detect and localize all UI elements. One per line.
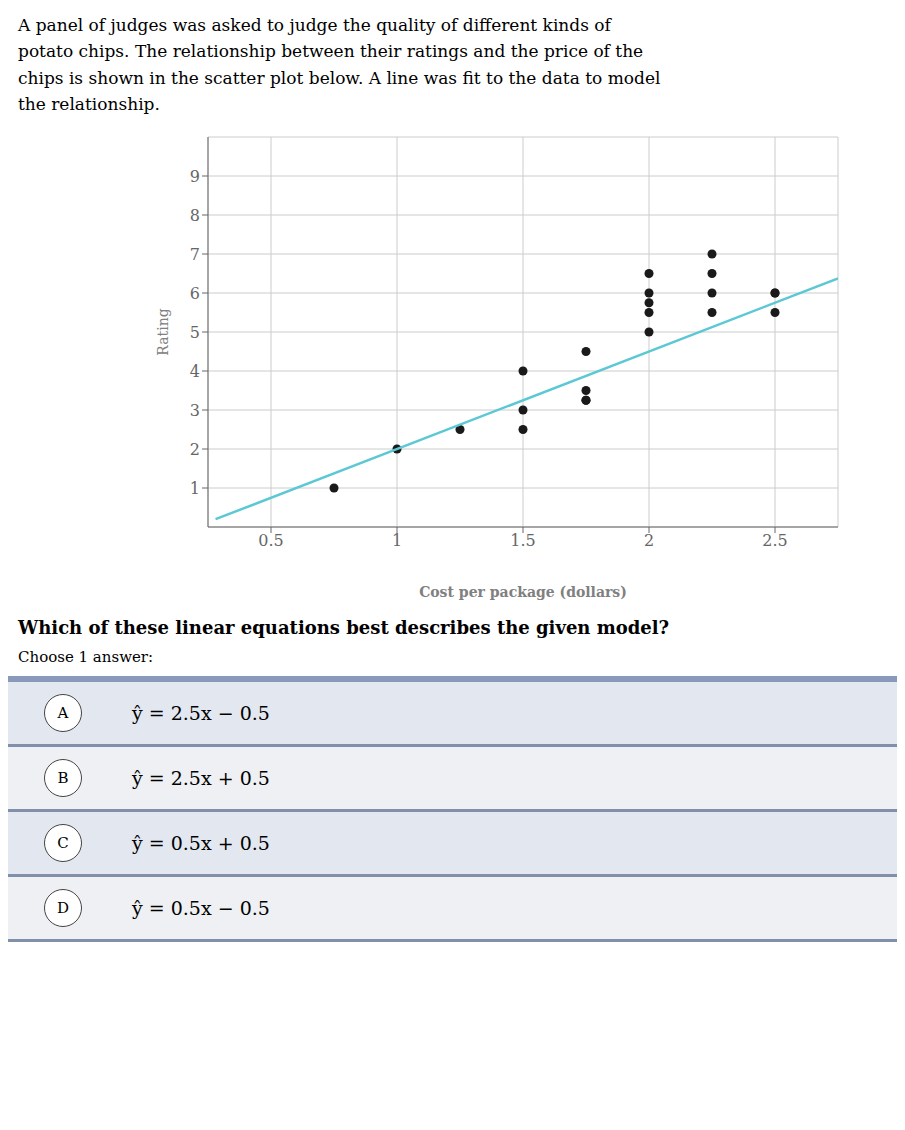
html-text:ŷ = 0.5x + 0.5: ŷ = 0.5x + 0.5: [132, 832, 270, 855]
html-text:ŷ = 2.5x − 0.5: ŷ = 2.5x − 0.5: [132, 702, 270, 725]
html-text:C: C: [57, 834, 69, 853]
svg-text:6: 6: [190, 284, 200, 303]
svg-text:2: 2: [644, 532, 654, 551]
html-text:A: A: [57, 704, 69, 723]
svg-text:9: 9: [190, 167, 200, 186]
svg-text:4: 4: [190, 362, 200, 381]
svg-text:3: 3: [190, 401, 200, 420]
html-text:A panel of judges was asked to: A panel of judges was asked to judge the…: [18, 15, 661, 114]
html-text:ŷ = 0.5x − 0.5: ŷ = 0.5x − 0.5: [132, 897, 270, 920]
html-text:Choose 1 answer:: Choose 1 answer:: [18, 648, 154, 667]
svg-text:8: 8: [190, 206, 200, 225]
svg-text:5: 5: [190, 323, 200, 342]
svg-text:2: 2: [190, 440, 200, 459]
svg-text:1: 1: [392, 532, 402, 551]
svg-text:1: 1: [190, 479, 200, 498]
html-text:D: D: [57, 899, 69, 918]
svg-text:Cost per package (dollars): Cost per package (dollars): [419, 584, 627, 600]
svg-text:Rating: Rating: [155, 309, 171, 356]
html-text:Which of these linear equation: Which of these linear equations best des…: [18, 617, 670, 639]
html-text:ŷ = 2.5x + 0.5: ŷ = 2.5x + 0.5: [132, 767, 270, 790]
svg-text:0.5: 0.5: [258, 532, 283, 551]
html-text:B: B: [57, 769, 69, 788]
svg-text:7: 7: [190, 245, 200, 264]
svg-text:1.5: 1.5: [510, 532, 535, 551]
svg-text:2.5: 2.5: [762, 532, 787, 551]
